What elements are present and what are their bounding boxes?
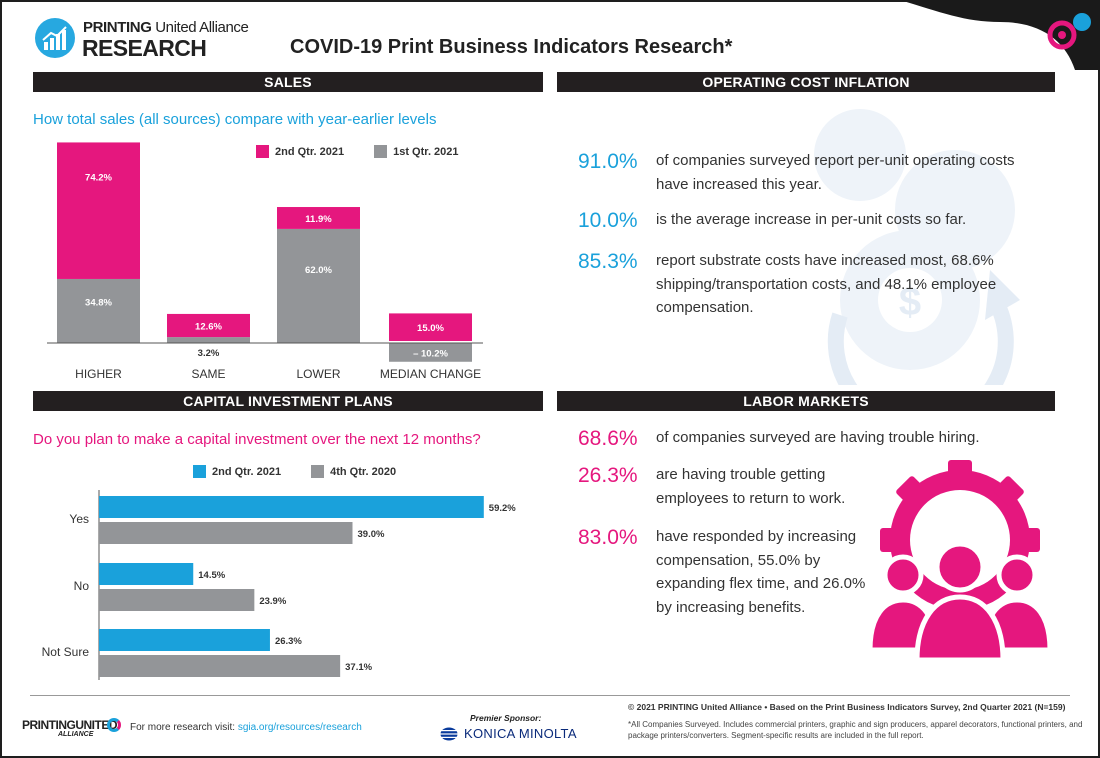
category-label: Not Sure — [42, 645, 90, 659]
operating-heading: OPERATING COST INFLATION — [557, 72, 1055, 92]
legend-swatch — [374, 145, 388, 158]
data-label: – 10.2% — [413, 348, 448, 359]
bar-not-sure-s2 — [99, 655, 341, 677]
capital-question: Do you plan to make a capital investment… — [33, 431, 481, 448]
data-label: 62.0% — [305, 265, 332, 276]
bar-not-sure-s1 — [99, 629, 270, 651]
sales-chart: 34.8% 74.2% HIGHER 3.2% 12.6% SAME 62.0% 11.9% L… — [47, 142, 483, 381]
stat-text: are having trouble getting employees to … — [656, 466, 846, 507]
stat-value: 10.0% — [578, 209, 638, 232]
bar-median-change-q2 — [389, 313, 472, 341]
bar-lower-q1 — [277, 228, 360, 343]
capital-chart: Yes 59.2% 39.0% No 14.5% 23.9% Not Sure 26.3% 37… — [42, 490, 516, 680]
logo-line1: PRINTING United Alliance — [83, 19, 249, 36]
legend-swatch — [193, 465, 206, 478]
bar-higher-q1 — [57, 278, 140, 343]
category-label: MEDIAN CHANGE — [380, 367, 481, 381]
sales-question: How total sales (all sources) compare wi… — [33, 111, 437, 128]
data-label: 14.5% — [198, 570, 225, 581]
legend-item-q1-2021: 1st Qtr. 2021 — [374, 145, 459, 158]
category-label: LOWER — [296, 367, 340, 381]
stat-value: 83.0% — [578, 526, 638, 549]
operating-stat-2: 10.0% is the average increase in per-uni… — [578, 208, 1048, 233]
stat-value: 26.3% — [578, 464, 638, 487]
data-label: 74.2% — [85, 172, 112, 183]
stat-value: 85.3% — [578, 250, 638, 273]
footer-divider — [30, 695, 1070, 696]
operating-stat-3: 85.3% report substrate costs have increa… — [578, 249, 1048, 320]
chart-icon — [35, 18, 75, 58]
corner-decoration — [900, 0, 1100, 70]
category-label: Yes — [69, 512, 89, 526]
sales-legend: 2nd Qtr. 2021 1st Qtr. 2021 — [256, 145, 489, 158]
bar-yes-s1 — [99, 496, 484, 518]
ring-logo-icon — [107, 718, 121, 732]
legend-item-q2-2021: 2nd Qtr. 2021 — [193, 465, 281, 478]
bar-same-q1 — [167, 337, 250, 343]
konica-globe-icon — [440, 727, 458, 740]
labor-stat-3: 83.0% have responded by increasing compe… — [578, 525, 878, 619]
data-label: 39.0% — [358, 529, 385, 540]
footer-logo: PRINTINGUNITED ALLIANCE — [22, 716, 121, 742]
labor-stat-2: 26.3% are having trouble getting employe… — [578, 463, 848, 510]
gears-dollar-icon: $ — [814, 109, 1020, 385]
footnote: *All Companies Surveyed. Includes commer… — [628, 720, 1083, 740]
sponsor-label: Premier Sponsor: — [470, 713, 542, 723]
research-logo: PRINTING United Alliance RESEARCH — [35, 14, 265, 61]
capital-legend: 2nd Qtr. 2021 4th Qtr. 2020 — [193, 465, 426, 478]
labor-heading: LABOR MARKETS — [557, 391, 1055, 411]
legend-item-q2-2021: 2nd Qtr. 2021 — [256, 145, 344, 158]
data-label: 59.2% — [489, 503, 516, 514]
bar-same-q2 — [167, 313, 250, 338]
bar-no-s2 — [99, 589, 255, 611]
stat-value: 68.6% — [578, 427, 638, 450]
research-link[interactable]: sgia.org/resources/research — [237, 722, 362, 733]
bar-higher-q2 — [57, 142, 140, 279]
category-label: HIGHER — [75, 367, 122, 381]
labor-stat-1: 68.6% of companies surveyed are having t… — [578, 426, 980, 451]
data-label: 15.0% — [417, 323, 444, 334]
copyright: © 2021 PRINTING United Alliance • Based … — [628, 702, 1066, 712]
page-title: COVID-19 Print Business Indicators Resea… — [290, 36, 733, 58]
stat-value: 91.0% — [578, 150, 638, 173]
stat-text: of companies surveyed report per-unit op… — [656, 152, 1015, 193]
data-label: 34.8% — [85, 297, 112, 308]
team-gear-icon — [867, 460, 1053, 663]
footer-visit: For more research visit: sgia.org/resour… — [130, 722, 362, 733]
category-label: No — [74, 579, 90, 593]
logo-line2: RESEARCH — [82, 35, 207, 61]
data-label: 23.9% — [259, 596, 286, 607]
legend-item-q4-2020: 4th Qtr. 2020 — [311, 465, 396, 478]
data-label: 37.1% — [345, 662, 372, 673]
bar-yes-s2 — [99, 522, 353, 544]
data-label: 3.2% — [198, 348, 220, 359]
data-label: 26.3% — [275, 636, 302, 647]
legend-swatch — [311, 465, 325, 478]
stat-text: is the average increase in per-unit cost… — [656, 211, 967, 228]
data-label: 11.9% — [305, 214, 332, 225]
data-label: 12.6% — [195, 322, 222, 333]
stat-text: have responded by increasing compensatio… — [656, 528, 866, 616]
capital-heading: CAPITAL INVESTMENT PLANS — [33, 391, 543, 411]
bar-no-s1 — [99, 563, 194, 585]
bar-median-change-q1 — [389, 343, 472, 362]
sales-heading: SALES — [33, 72, 543, 92]
category-label: SAME — [191, 367, 225, 381]
sponsor-logo: KONICA MINOLTA — [440, 726, 577, 741]
operating-stat-1: 91.0% of companies surveyed report per-u… — [578, 149, 1048, 196]
stat-text: report substrate costs have increased mo… — [656, 252, 997, 316]
stat-text: of companies surveyed are having trouble… — [656, 429, 980, 446]
bar-lower-q2 — [277, 207, 360, 229]
legend-swatch — [256, 145, 269, 158]
svg-text:$: $ — [899, 280, 921, 324]
